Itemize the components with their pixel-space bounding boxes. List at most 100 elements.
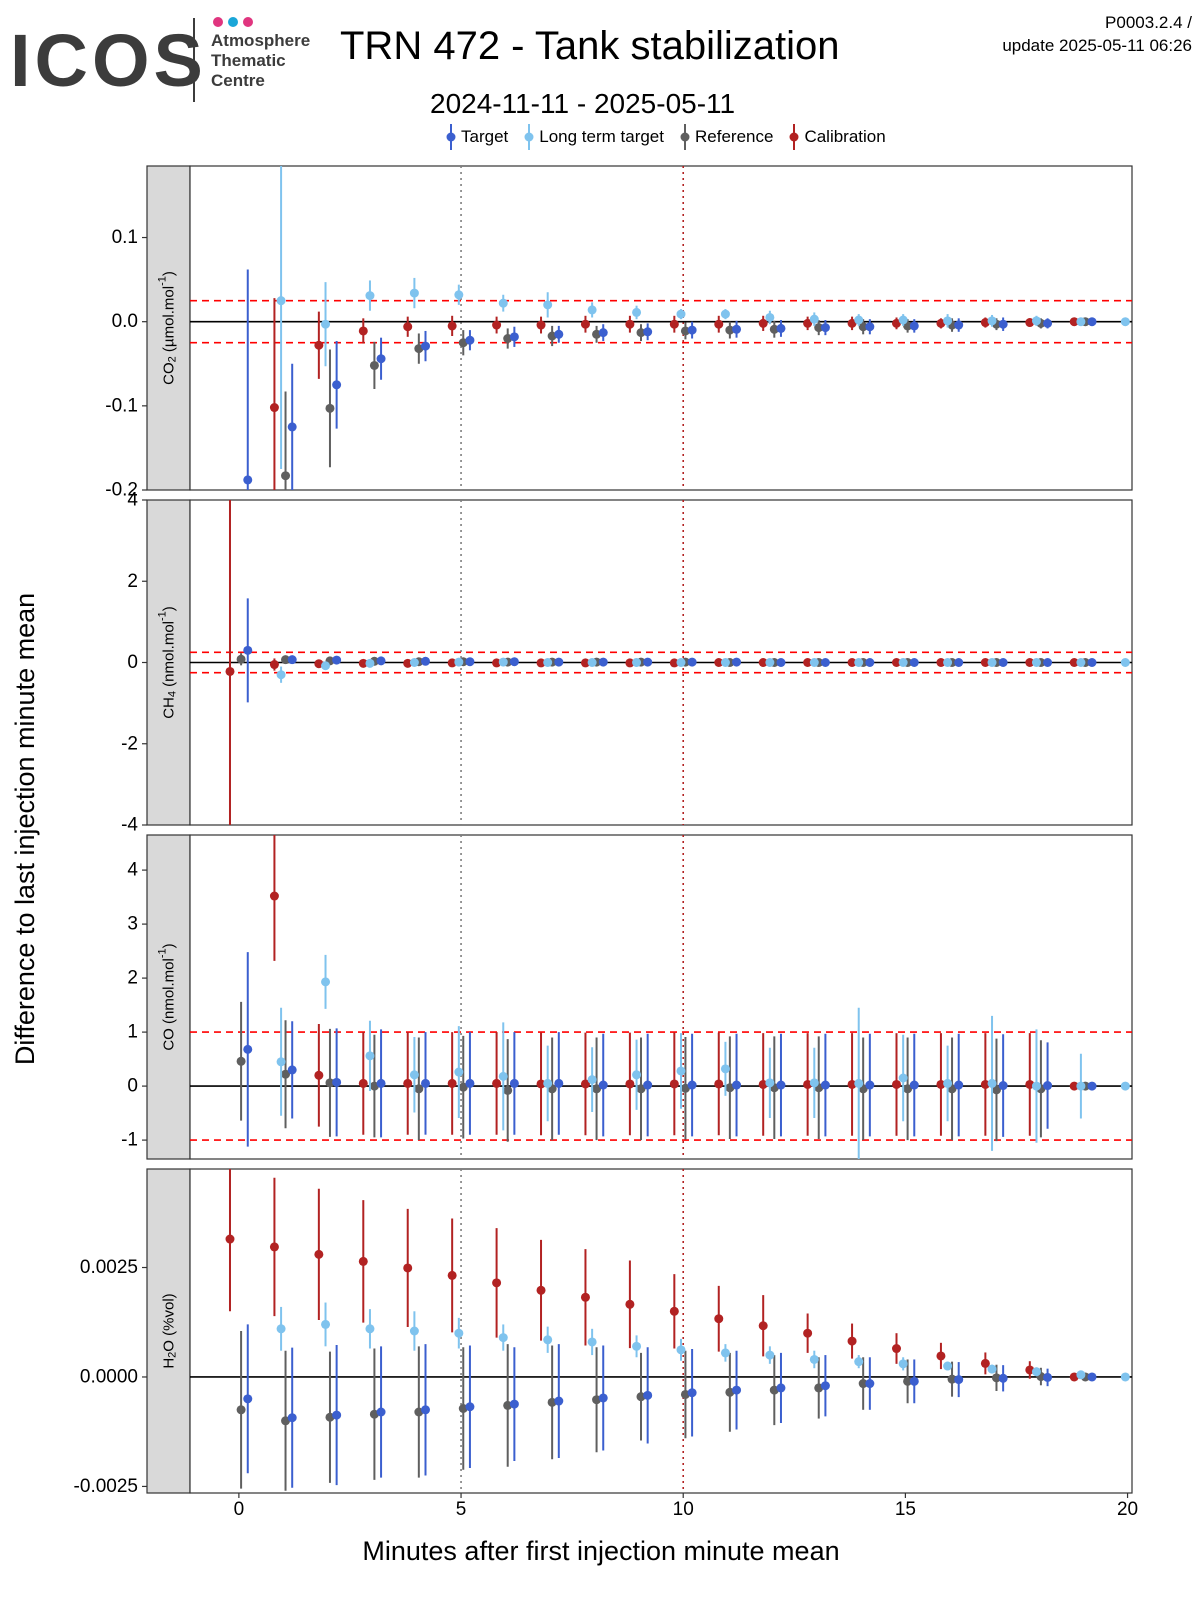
y-tick-label: 2: [127, 571, 138, 592]
data-point: [358, 658, 368, 668]
y-tick-label: 0.1: [112, 227, 138, 248]
facet-strip-label-part: -1: [157, 276, 169, 286]
data-point: [454, 1328, 464, 1338]
data-point: [376, 1078, 386, 1088]
data-point: [943, 1078, 953, 1088]
data-point: [998, 1081, 1008, 1091]
data-point: [987, 1364, 997, 1374]
logo-line-2: Thematic: [211, 51, 286, 70]
data-point: [587, 1337, 597, 1347]
data-point: [587, 305, 597, 315]
x-tick-label: 0: [234, 1499, 245, 1520]
facet-strip-label: CO (nmol.mol-1): [157, 943, 178, 1050]
series-long-term-target: [276, 954, 1130, 1159]
data-point: [632, 1070, 642, 1080]
legend-label-long-term-target: Long term target: [539, 127, 664, 146]
data-point: [332, 1077, 342, 1087]
data-point: [321, 977, 331, 987]
series-reference: [236, 1331, 1090, 1491]
data-point: [854, 1078, 864, 1088]
legend-key-reference: [680, 124, 690, 150]
data-point: [687, 1388, 697, 1398]
facet-strip-label-part: 2: [167, 356, 179, 362]
data-point: [714, 1079, 724, 1089]
data-point: [732, 1385, 742, 1395]
data-point: [714, 658, 724, 667]
data-point: [409, 288, 419, 298]
series-reference: [236, 1001, 1090, 1142]
data-point: [287, 1413, 297, 1423]
data-point: [276, 1057, 286, 1067]
data-point: [991, 1085, 1001, 1095]
y-tick-label: 3: [127, 914, 138, 935]
facet-strip: [146, 834, 191, 1160]
data-point: [991, 1373, 1001, 1383]
data-point: [865, 1080, 875, 1090]
data-point: [554, 657, 564, 667]
series-target: [243, 269, 1097, 490]
data-point: [632, 307, 642, 317]
legend-item-reference: Reference: [678, 122, 773, 152]
chart-subtitle: 2024-11-11 - 2025-05-11: [430, 88, 736, 119]
y-axis-title: Difference to last injection minute mean: [10, 593, 40, 1065]
data-point: [732, 657, 742, 667]
data-point: [892, 1344, 901, 1354]
data-point: [998, 658, 1008, 667]
series-target: [243, 952, 1097, 1147]
data-point: [276, 296, 286, 306]
data-point: [498, 657, 508, 667]
data-point: [776, 1080, 786, 1090]
icos-logo: ICOS Atmosphere Thematic Centre: [10, 17, 310, 102]
data-point: [898, 1073, 908, 1083]
data-point: [492, 1278, 502, 1288]
data-point: [276, 670, 286, 680]
data-point: [1076, 1081, 1086, 1091]
data-point: [447, 1078, 457, 1088]
data-point: [543, 1335, 553, 1345]
data-point: [987, 658, 997, 667]
data-point: [243, 1394, 253, 1404]
facet-strip-label: CH4 (nmol.mol-1): [157, 606, 179, 719]
data-point: [587, 658, 597, 667]
data-point: [643, 1390, 653, 1400]
data-point: [903, 1084, 913, 1094]
data-point: [1076, 317, 1086, 327]
y-tick-label: 0.0000: [80, 1366, 138, 1387]
facet-strip: [146, 1168, 191, 1494]
data-point: [1043, 318, 1053, 328]
data-point: [509, 1399, 519, 1409]
data-point: [854, 658, 864, 667]
data-point: [325, 403, 335, 413]
data-point: [409, 1326, 419, 1336]
data-point: [403, 1078, 413, 1088]
data-point: [758, 318, 768, 328]
data-point: [943, 658, 953, 667]
data-point: [669, 658, 679, 668]
data-point: [269, 1242, 279, 1252]
data-point: [492, 320, 502, 330]
data-point: [243, 475, 253, 485]
y-tick-label: -0.1: [105, 395, 138, 416]
data-point: [625, 1079, 635, 1089]
x-tick-label: 20: [1117, 1499, 1138, 1520]
data-point: [714, 319, 724, 329]
data-point: [854, 1357, 864, 1367]
data-point: [943, 1361, 953, 1371]
data-point: [643, 657, 653, 667]
data-point: [465, 1078, 475, 1088]
data-point: [776, 1383, 786, 1393]
facet-strip-label-part: ): [160, 943, 177, 948]
data-point: [498, 1333, 508, 1343]
data-point: [865, 658, 875, 667]
data-point: [225, 666, 235, 676]
x-tick-label: 5: [456, 1499, 467, 1520]
data-point: [421, 341, 430, 351]
data-point: [892, 318, 901, 328]
data-point: [269, 891, 279, 901]
data-point: [720, 1348, 730, 1358]
data-point: [987, 316, 997, 326]
data-point: [447, 321, 457, 331]
data-point: [365, 1324, 375, 1334]
y-tick-label: 0.0: [112, 311, 138, 332]
